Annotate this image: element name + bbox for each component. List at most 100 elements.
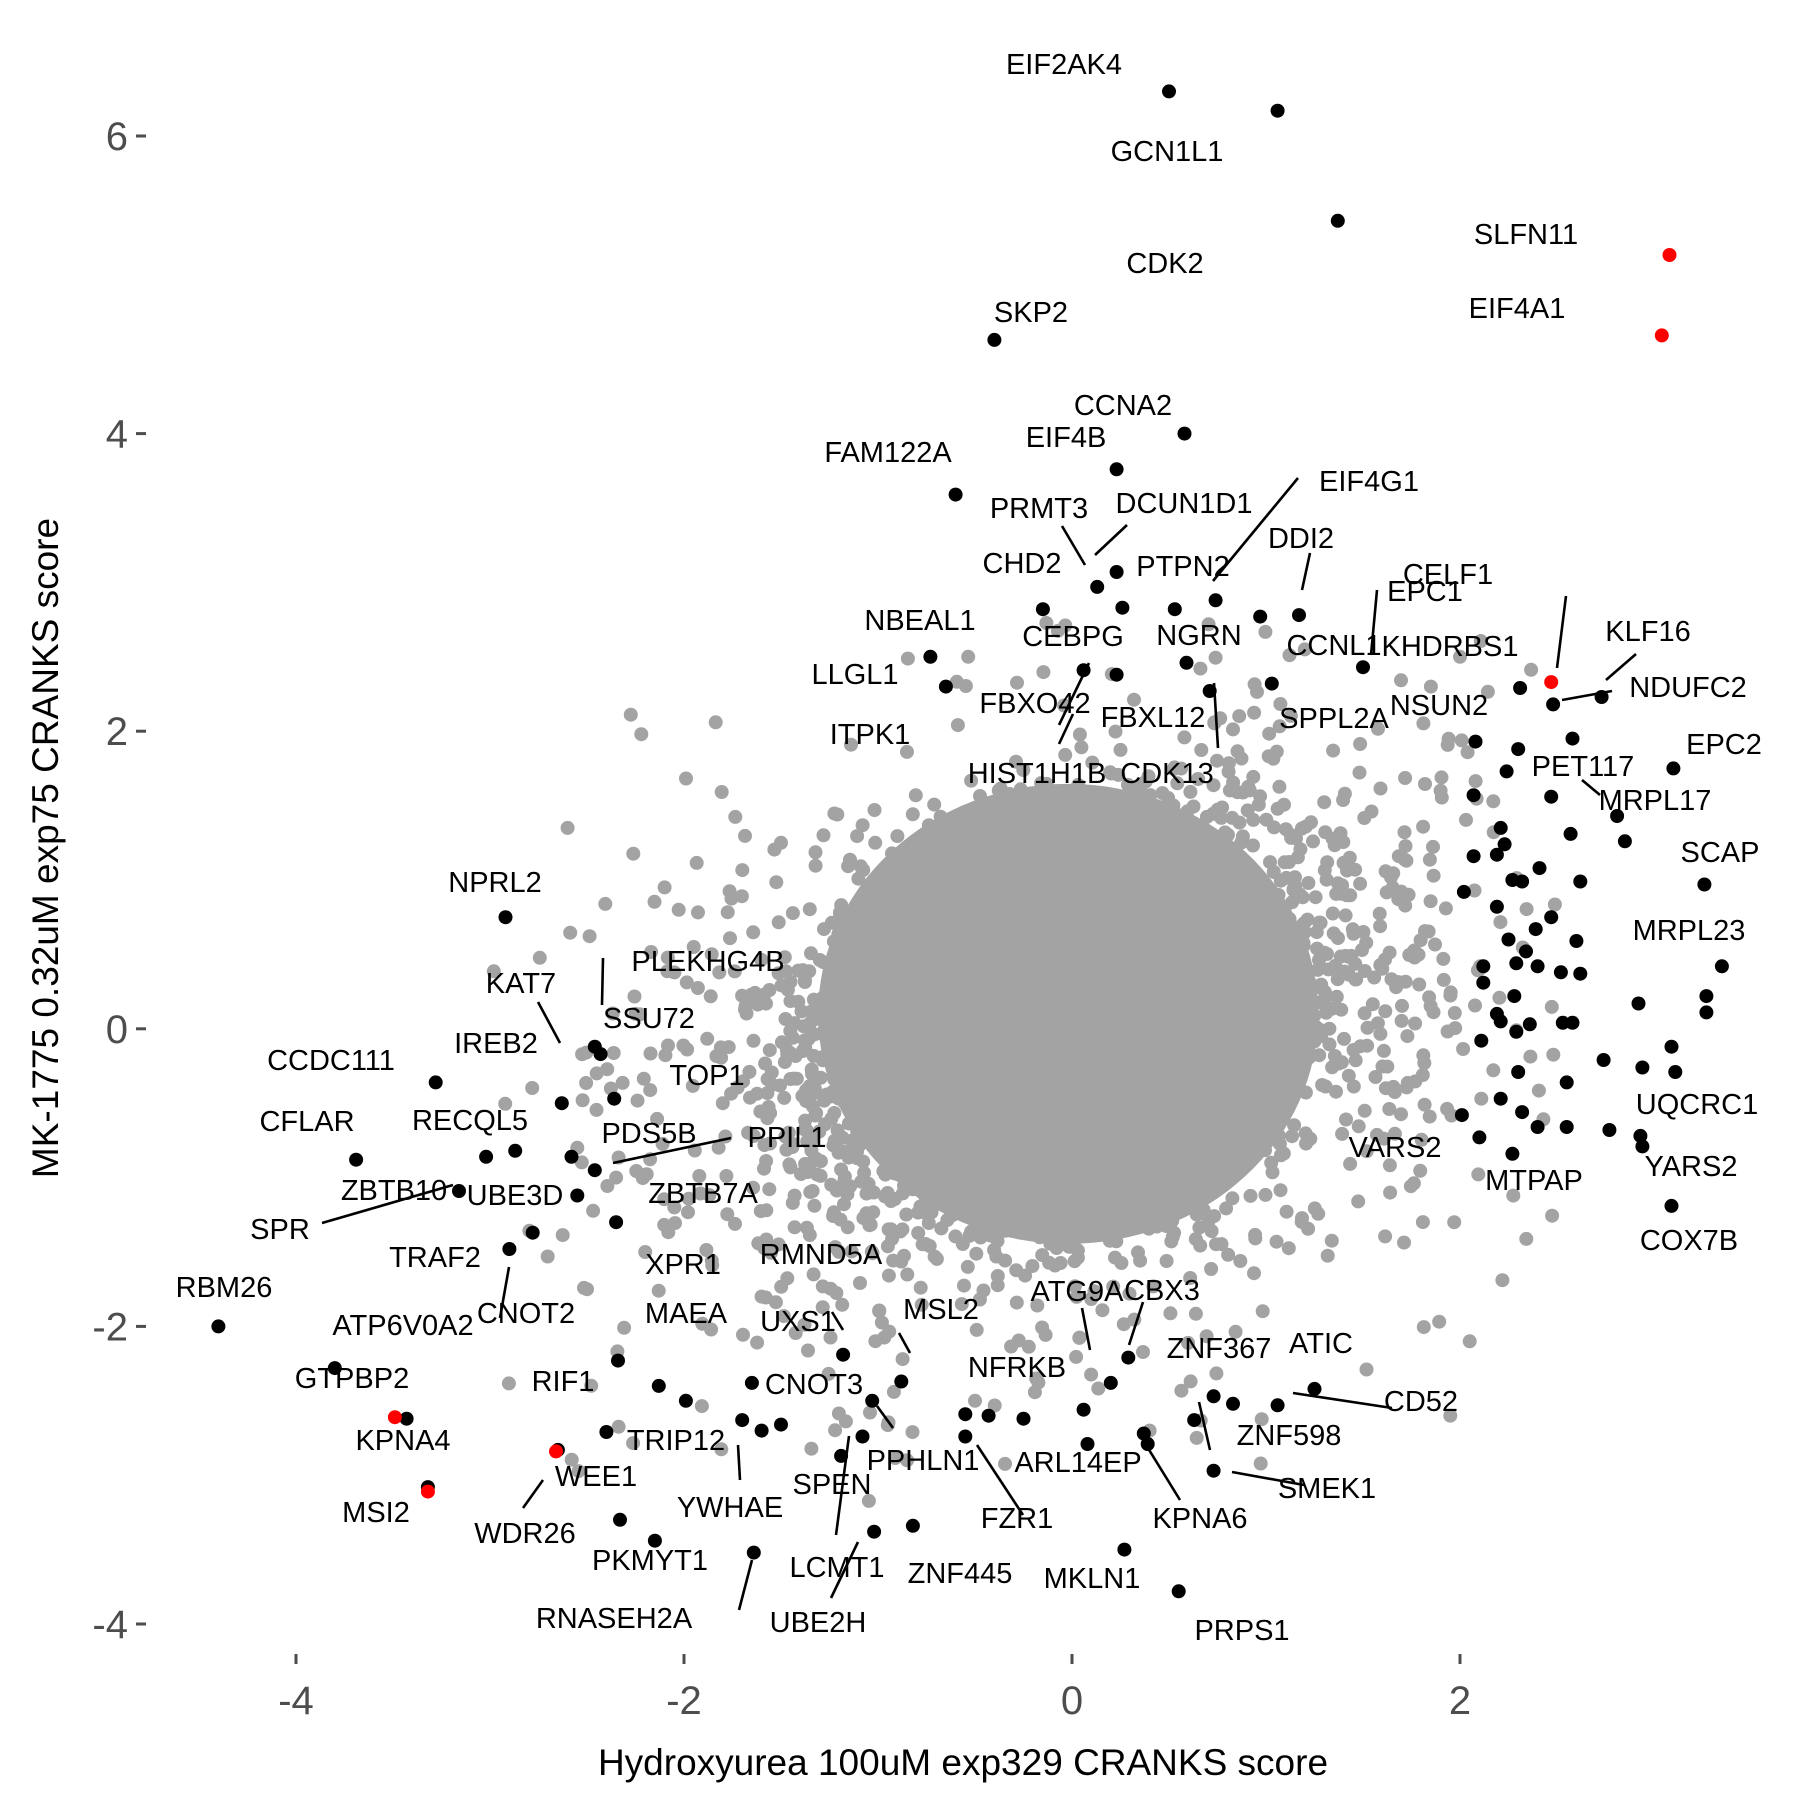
background-point bbox=[882, 1324, 897, 1339]
background-point bbox=[774, 1035, 789, 1050]
background-point bbox=[1235, 785, 1250, 800]
background-point bbox=[685, 1078, 700, 1093]
background-point bbox=[660, 964, 675, 979]
background-point bbox=[804, 1062, 819, 1077]
background-point bbox=[695, 1316, 710, 1331]
background-point bbox=[1058, 747, 1073, 762]
background-point bbox=[1279, 1204, 1294, 1219]
background-point bbox=[1352, 765, 1367, 780]
background-point bbox=[1373, 919, 1388, 934]
background-point bbox=[1407, 950, 1422, 965]
background-point bbox=[771, 1237, 786, 1252]
background-point bbox=[736, 1327, 750, 1342]
background-point bbox=[1467, 883, 1482, 898]
background-points-layer bbox=[486, 616, 1562, 1508]
background-point bbox=[1070, 1243, 1085, 1258]
background-point bbox=[1273, 873, 1288, 888]
background-point bbox=[1546, 1047, 1561, 1062]
background-point bbox=[1031, 1375, 1046, 1390]
background-point bbox=[962, 1228, 977, 1243]
background-point bbox=[1199, 809, 1214, 824]
background-point bbox=[1206, 778, 1221, 793]
background-point bbox=[1403, 1179, 1418, 1194]
background-point bbox=[1133, 781, 1147, 796]
background-point bbox=[843, 852, 857, 867]
background-point bbox=[1232, 709, 1247, 724]
background-point bbox=[1177, 730, 1192, 745]
background-point bbox=[808, 1108, 823, 1123]
background-point bbox=[657, 1192, 672, 1207]
background-point bbox=[1282, 648, 1297, 663]
background-point bbox=[859, 1186, 874, 1201]
background-point bbox=[785, 906, 800, 921]
background-point bbox=[730, 1080, 745, 1095]
background-point bbox=[728, 1216, 742, 1231]
background-point bbox=[1183, 1374, 1198, 1389]
background-point bbox=[1343, 888, 1358, 903]
background-point bbox=[1416, 819, 1431, 834]
background-point bbox=[807, 1198, 822, 1213]
background-point bbox=[1346, 1079, 1361, 1094]
background-point bbox=[1254, 1412, 1269, 1427]
background-point bbox=[1416, 716, 1431, 731]
background-point bbox=[1417, 1056, 1432, 1070]
background-point bbox=[1329, 989, 1344, 1004]
background-point bbox=[1287, 1118, 1302, 1133]
background-point bbox=[525, 1081, 540, 1095]
background-point bbox=[855, 818, 870, 833]
background-point bbox=[1067, 1254, 1082, 1269]
background-point bbox=[1373, 1026, 1388, 1041]
background-point bbox=[498, 1096, 513, 1111]
background-point bbox=[1240, 803, 1255, 818]
background-point bbox=[1322, 1037, 1337, 1052]
background-point bbox=[1360, 1020, 1375, 1035]
background-point bbox=[762, 1182, 777, 1197]
background-point bbox=[1376, 1043, 1391, 1058]
background-point bbox=[1448, 1021, 1463, 1036]
background-point bbox=[743, 1090, 757, 1105]
background-point bbox=[890, 829, 905, 844]
background-point bbox=[1315, 1078, 1330, 1092]
background-point bbox=[1233, 1254, 1248, 1268]
background-point bbox=[913, 1280, 928, 1295]
background-point bbox=[703, 989, 718, 1004]
background-point bbox=[532, 950, 547, 965]
background-point bbox=[886, 1384, 901, 1399]
background-point bbox=[1373, 781, 1388, 796]
background-point bbox=[1357, 1006, 1372, 1021]
background-point bbox=[563, 925, 578, 940]
background-point bbox=[828, 1423, 843, 1438]
background-point bbox=[1091, 1381, 1106, 1396]
background-point bbox=[1204, 1224, 1219, 1239]
background-point bbox=[742, 1064, 757, 1079]
background-point bbox=[1426, 839, 1440, 854]
background-point bbox=[818, 1117, 832, 1132]
background-point bbox=[1265, 1165, 1280, 1180]
background-point bbox=[1262, 726, 1277, 741]
background-point bbox=[900, 1267, 915, 1282]
background-point bbox=[1036, 665, 1051, 680]
background-point bbox=[1397, 1235, 1411, 1250]
background-point bbox=[1246, 838, 1260, 853]
background-point bbox=[801, 1343, 815, 1358]
background-point bbox=[817, 922, 831, 937]
background-point bbox=[1010, 675, 1024, 690]
background-point bbox=[861, 1493, 876, 1508]
background-point bbox=[1329, 886, 1344, 901]
background-point bbox=[1074, 740, 1089, 755]
background-point bbox=[1359, 1144, 1374, 1159]
background-point bbox=[1292, 887, 1307, 902]
background-point bbox=[1281, 1241, 1296, 1256]
background-point bbox=[1456, 1042, 1471, 1056]
background-point bbox=[1495, 1273, 1510, 1288]
background-point bbox=[797, 972, 812, 987]
background-point bbox=[1339, 1112, 1353, 1127]
background-point bbox=[1183, 784, 1198, 799]
background-point bbox=[805, 1184, 820, 1198]
background-point bbox=[795, 1088, 810, 1103]
background-point bbox=[1204, 1262, 1219, 1276]
background-point bbox=[1327, 1049, 1342, 1063]
background-point bbox=[1193, 661, 1208, 676]
background-point bbox=[1122, 1286, 1137, 1301]
background-point bbox=[806, 1267, 821, 1282]
